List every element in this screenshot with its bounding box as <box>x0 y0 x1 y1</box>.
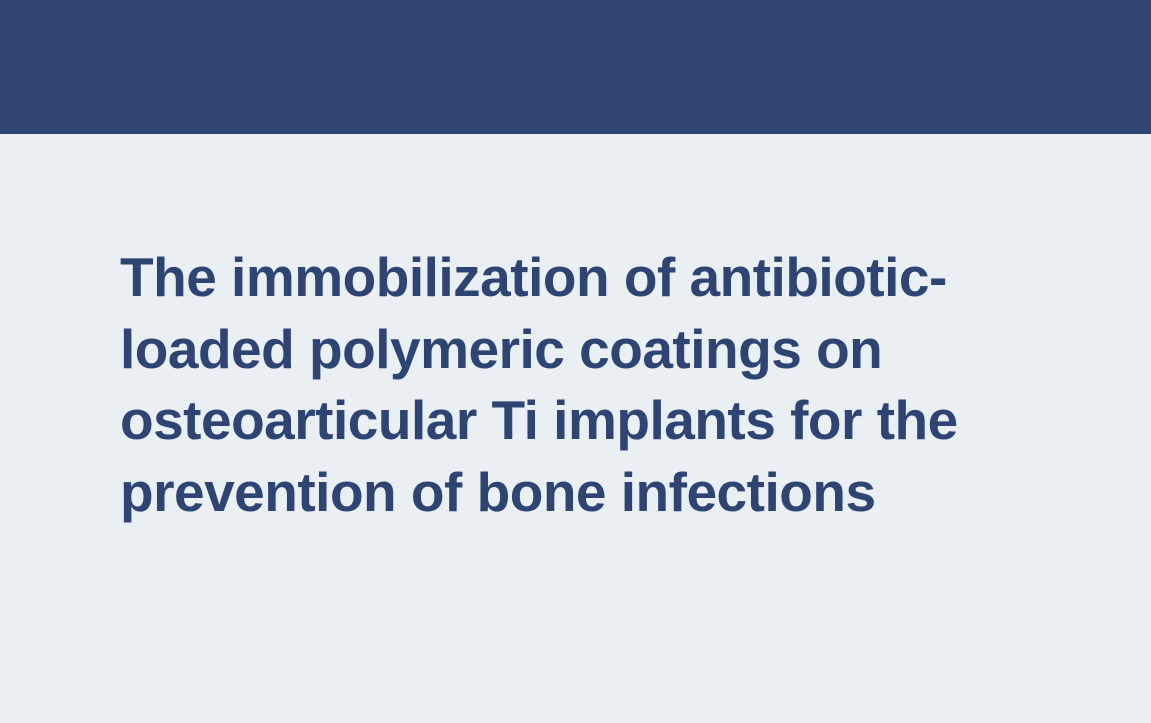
header-bar <box>0 0 1151 134</box>
document-title: The immobilization of antibiotic-loaded … <box>120 242 1031 528</box>
content-area: The immobilization of antibiotic-loaded … <box>0 134 1151 528</box>
